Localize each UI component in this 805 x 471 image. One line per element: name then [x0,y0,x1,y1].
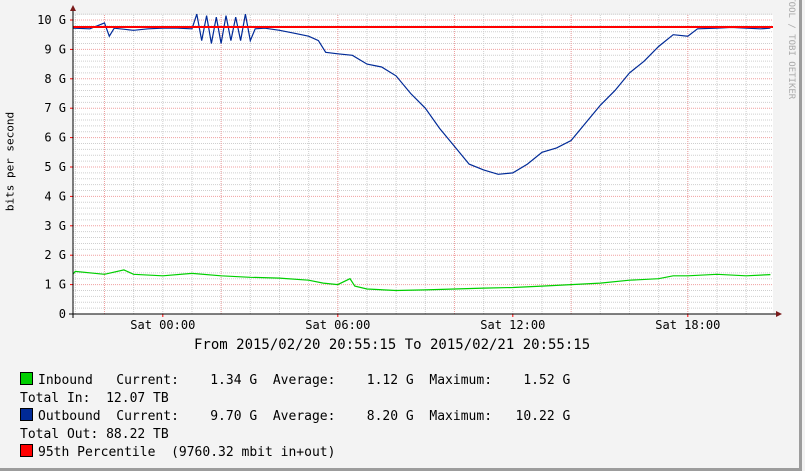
inbound-maximum: 1.52 G [523,373,571,388]
x-tick-label: Sat 00:00 [130,318,195,332]
y-tick-label: 2 G [44,248,66,262]
y-tick-label: 4 G [44,189,66,203]
label: Average: [272,409,336,424]
y-tick-label: 7 G [44,101,66,115]
y-axis-label: bits per second [3,111,17,212]
total-in: Total In: 12.07 TB [20,391,169,406]
outbound-average: 8.20 G [366,409,414,424]
percentile-value: (9760.32 mbit in+out) [171,445,336,460]
x-tick-label: Sat 06:00 [305,318,370,332]
x-tick-label: Sat 18:00 [655,318,720,332]
y-tick-label: 3 G [44,219,66,233]
outbound-series-line [72,13,771,175]
percentile-label: 95th Percentile [38,445,156,460]
y-tick-label: 0 [59,307,66,321]
outbound-current: 9.70 G [210,409,258,424]
y-tick-label: 9 G [44,42,66,56]
y-tick-label: 10 G [37,13,66,27]
inbound-average: 1.12 G [366,373,414,388]
inbound-current: 1.34 G [210,373,258,388]
inbound-label: Inbound [38,373,93,388]
label: Maximum: [429,373,493,388]
outbound-swatch [20,408,33,421]
inbound-series-line [72,269,771,292]
legend-percentile: 95th Percentile (9760.32 mbit in+out) [20,444,335,462]
percentile-swatch [20,444,33,457]
outbound-label: Outbound [38,409,101,424]
legend-inbound: Inbound Current: 1.34 G Average: 1.12 G … [20,372,570,390]
period-label: From 2015/02/20 20:55:15 To 2015/02/21 2… [194,337,591,353]
label: Current: [116,373,179,388]
y-tick-label: 1 G [44,278,66,292]
inbound-swatch [20,372,33,385]
label: Maximum: [429,409,493,424]
plot-background [73,15,773,314]
y-tick-label: 5 G [44,160,66,174]
outbound-maximum: 10.22 G [515,409,571,424]
legend-outbound: Outbound Current: 9.70 G Average: 8.20 G… [20,408,570,426]
y-axis-arrow-icon [70,5,76,11]
label: Average: [272,373,336,388]
x-axis-arrow-icon [776,311,782,317]
y-tick-label: 8 G [44,72,66,86]
watermark: RRDTOOL / TOBI OETIKER [786,0,796,100]
y-tick-label: 6 G [44,131,66,145]
total-out: Total Out: 88.22 TB [20,427,169,442]
x-tick-label: Sat 12:00 [480,318,545,332]
label: Current: [116,409,179,424]
